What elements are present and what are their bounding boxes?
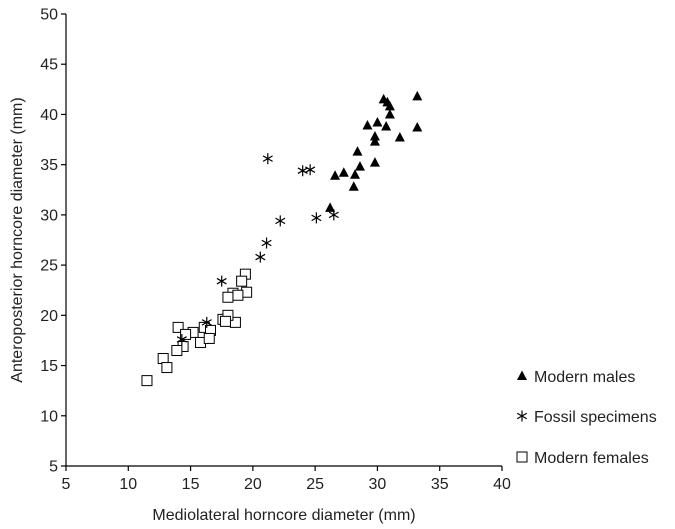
x-tick-label: 25: [306, 476, 324, 493]
male-point: [352, 146, 363, 156]
legend-label: Modern males: [534, 369, 635, 386]
male-point: [354, 161, 365, 171]
male-point: [350, 169, 361, 179]
male-point: [369, 131, 380, 141]
data-points: [141, 90, 423, 387]
y-tick-label: 45: [40, 57, 58, 74]
male-point: [394, 132, 405, 142]
male-point: [372, 116, 383, 127]
plot-area: 5 10 15 20 25 30 35 40 45 50 5 10 15 20 25 30 35 40: [40, 7, 511, 494]
male-point: [369, 136, 380, 146]
fossil-point: [311, 212, 322, 224]
x-tick-label: 15: [182, 476, 200, 493]
male-point: [338, 167, 349, 177]
fossil-point: [305, 164, 316, 176]
y-tick-label: 40: [40, 107, 58, 124]
fossil-point: [201, 316, 212, 328]
legend-marker-triangle: [517, 370, 527, 380]
y-axis-ticks: 5 10 15 20 25 30 35 40 45 50: [40, 7, 66, 476]
female-point: [157, 353, 169, 365]
female-point: [203, 332, 215, 344]
female-point: [161, 362, 173, 374]
female-point: [236, 275, 248, 287]
male-point: [412, 122, 423, 132]
male-point: [330, 170, 341, 180]
x-tick-label: 20: [244, 476, 262, 493]
y-axis-title: Anteroposterior horncore diameter (mm): [9, 97, 26, 382]
y-tick-label: 50: [40, 7, 58, 24]
y-tick-label: 10: [40, 408, 58, 425]
fossil-point: [261, 237, 272, 249]
x-tick-label: 10: [119, 476, 137, 493]
female-point: [141, 375, 153, 387]
male-point: [412, 90, 423, 101]
male-point: [384, 108, 395, 119]
female-point: [180, 328, 192, 340]
male-point: [325, 202, 336, 212]
legend-marker-asterisk: [516, 410, 528, 422]
fossil-point: [275, 215, 286, 227]
male-point: [384, 100, 395, 111]
legend-label: Fossil specimens: [534, 409, 657, 426]
y-tick-label: 30: [40, 207, 58, 224]
male-point: [369, 157, 380, 167]
x-axis-ticks: 5 10 15 20 25 30 35 40: [62, 466, 511, 493]
x-tick-label: 30: [369, 476, 387, 493]
y-tick-label: 35: [40, 157, 58, 174]
y-tick-label: 20: [40, 308, 58, 325]
y-tick-label: 25: [40, 258, 58, 275]
female-point: [172, 321, 184, 333]
y-tick-label: 15: [40, 358, 58, 375]
x-tick-label: 35: [431, 476, 449, 493]
legend-marker-square: [516, 451, 528, 463]
legend: Modern males Fossil specimens Modern femal…: [516, 369, 657, 467]
female-point: [171, 344, 183, 356]
fossil-point: [255, 251, 266, 263]
fossil-point: [176, 333, 187, 345]
male-point: [348, 181, 359, 191]
fossil-point: [262, 153, 273, 165]
x-axis-title: Mediolateral horncore diameter (mm): [152, 507, 415, 524]
female-point: [219, 315, 231, 327]
y-tick-label: 5: [49, 459, 58, 476]
male-point: [362, 119, 373, 130]
x-tick-label: 40: [493, 476, 511, 493]
legend-label: Modern females: [534, 450, 649, 467]
female-point: [232, 289, 244, 301]
x-tick-label: 5: [62, 476, 71, 493]
male-point: [381, 120, 392, 131]
female-point: [222, 291, 234, 303]
fossil-point: [216, 275, 227, 287]
